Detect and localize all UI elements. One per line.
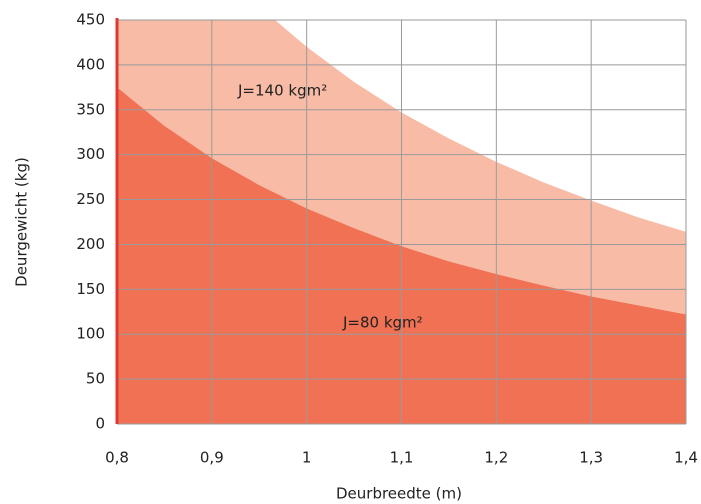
- x-tick-label: 1,1: [390, 449, 414, 467]
- y-tick-label: 400: [76, 55, 105, 73]
- y-tick-label: 350: [76, 100, 105, 118]
- y-tick-label: 150: [76, 280, 105, 298]
- y-tick-label: 0: [95, 415, 105, 433]
- x-axis-title: Deurbreedte (m): [336, 485, 462, 503]
- x-tick-label: 1,2: [484, 449, 508, 467]
- y-tick-label: 100: [76, 325, 105, 343]
- x-tick-label: 1: [302, 449, 312, 467]
- x-tick-label: 0,8: [105, 449, 129, 467]
- y-tick-label: 50: [86, 370, 105, 388]
- y-axis-title: Deurgewicht (kg): [13, 157, 31, 287]
- y-tick-label: 450: [76, 11, 105, 29]
- y-tick-label: 250: [76, 190, 105, 208]
- x-tick-label: 0,9: [200, 449, 224, 467]
- series-label: J=80 kgm²: [342, 314, 423, 332]
- x-tick-label: 1,3: [579, 449, 603, 467]
- series-label: J=140 kgm²: [237, 82, 327, 100]
- y-tick-label: 300: [76, 145, 105, 163]
- x-tick-label: 1,4: [674, 449, 698, 467]
- y-tick-label: 200: [76, 235, 105, 253]
